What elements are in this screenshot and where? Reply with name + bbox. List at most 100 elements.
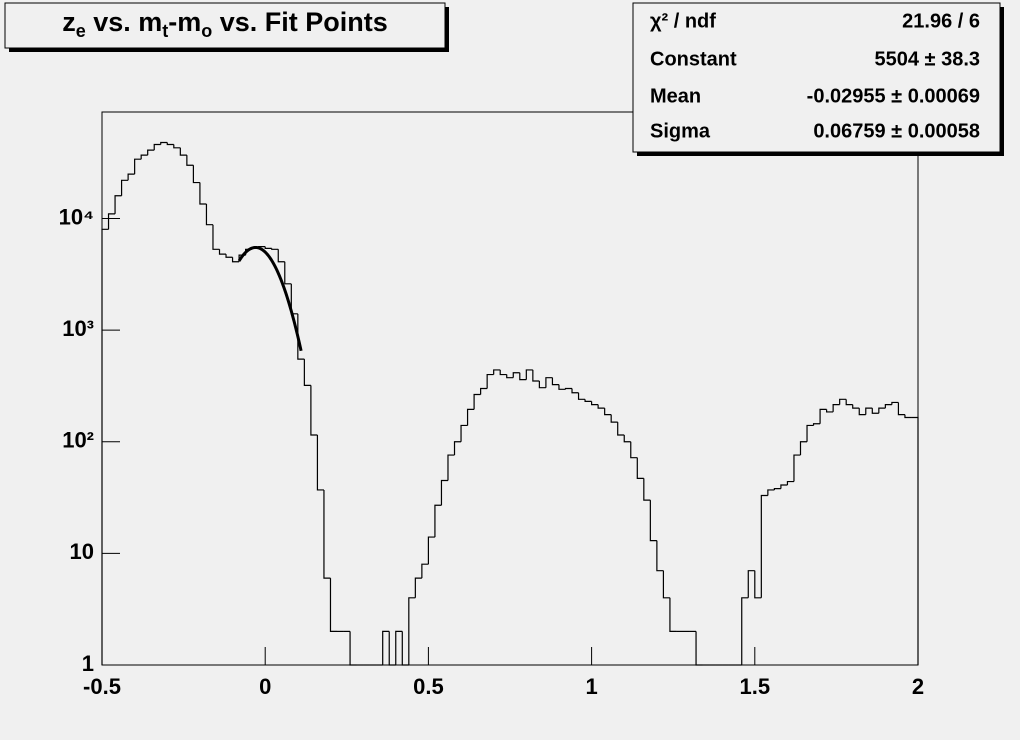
histogram-bin [617, 422, 625, 436]
histogram-bin [310, 385, 318, 436]
stats-name: χ² / ndf [650, 10, 716, 32]
histogram-bin [421, 563, 429, 579]
histogram-bin [760, 494, 768, 598]
histogram-bin [577, 392, 586, 400]
histogram-bin [819, 408, 827, 424]
histogram-bin [812, 423, 821, 426]
histogram-bin [440, 479, 448, 506]
histogram-bin [747, 570, 755, 598]
histogram-bin [205, 203, 213, 226]
histogram-bin [786, 480, 794, 485]
histogram-bin [218, 249, 227, 255]
histogram-bin [120, 179, 129, 196]
histogram-bin [826, 409, 834, 413]
histogram-bin [839, 398, 847, 405]
histogram-bin [858, 408, 866, 416]
histogram-bin [349, 631, 357, 666]
histogram-bin [669, 597, 677, 632]
histogram-bin [630, 441, 638, 459]
histogram-bin [532, 369, 540, 382]
histogram-bin [695, 631, 703, 666]
histogram-bin [147, 149, 155, 156]
histogram-bin [480, 387, 488, 395]
histogram-bin [434, 504, 442, 538]
histogram-bin [173, 144, 181, 149]
histogram-bin [656, 540, 664, 572]
histogram-bin [806, 424, 814, 442]
histogram-bin [225, 254, 233, 258]
histogram-bin [297, 313, 305, 360]
histogram-bin [564, 387, 573, 390]
histogram-bin [303, 359, 311, 386]
histogram-bin [323, 489, 331, 579]
histogram-bin [160, 141, 168, 145]
histogram-bin [316, 434, 324, 491]
histogram-bin [878, 407, 886, 414]
histogram-bin [911, 416, 919, 665]
histogram-bin [401, 631, 409, 666]
histogram-bin [199, 182, 207, 205]
histogram-bin [212, 224, 220, 250]
histogram-bin [107, 213, 116, 230]
histogram-bin [414, 577, 422, 598]
histogram-bin [884, 404, 892, 409]
stats-value: 21.96 / 6 [902, 10, 980, 32]
histogram-bin [506, 374, 514, 379]
title-text: -m [168, 7, 201, 37]
histogram-bin [382, 630, 390, 665]
plot-frame [101, 111, 919, 666]
y-tick-label: 10³ [62, 316, 94, 341]
title-subscript: o [201, 21, 212, 41]
title-subscript: t [162, 21, 168, 41]
histogram-bin [186, 155, 194, 166]
histogram-bin [192, 165, 200, 184]
histogram-bin [538, 381, 546, 389]
fit-curve [237, 245, 303, 352]
histogram-bin [904, 414, 912, 419]
histogram-bin [486, 373, 494, 389]
histogram-bin [277, 249, 285, 263]
title-text: vs. Fit Points [212, 7, 388, 37]
histogram-bin [799, 441, 808, 456]
histogram-bin [551, 377, 559, 386]
y-tick-label: 10² [62, 428, 94, 453]
y-tick-label: 1 [82, 651, 94, 676]
histogram-bin [610, 414, 618, 423]
histogram-bin [832, 404, 840, 412]
histogram-bin [284, 261, 292, 285]
histogram-bin [845, 399, 853, 406]
histogram-bin [545, 377, 553, 388]
histogram-bin [473, 393, 481, 410]
histogram-bin [388, 631, 396, 666]
histogram-bin [865, 407, 873, 415]
histogram-bin [571, 388, 579, 394]
histogram-bin [271, 248, 279, 250]
histogram-bin [166, 142, 174, 146]
y-tick-label: 10 [70, 539, 94, 564]
title-box [4, 2, 446, 49]
histogram-bin [558, 384, 566, 390]
stats-value: -0.02955 ± 0.00069 [807, 85, 980, 107]
histogram-bin [231, 257, 240, 263]
histogram-bin [871, 408, 879, 414]
chart-title: ze vs. mt-mo vs. Fit Points [62, 7, 388, 41]
histogram-bin [780, 484, 788, 489]
histogram-bin [741, 597, 749, 665]
stats-value: 0.06759 ± 0.00058 [813, 120, 980, 142]
x-tick-label: 0 [259, 674, 271, 699]
histogram-bin [519, 372, 527, 381]
stats-value: 5504 ± 38.3 [874, 48, 980, 70]
histogram-bin [499, 369, 507, 376]
x-tick-label: -0.5 [83, 674, 121, 699]
histogram-bin [264, 246, 272, 249]
histogram-bin [140, 154, 148, 160]
histogram-bin [114, 195, 122, 214]
histogram-bin [649, 500, 657, 542]
histogram-bin [493, 369, 501, 375]
x-tick-label: 2 [912, 674, 924, 699]
histogram-bin [466, 408, 475, 426]
histogram-bin [604, 408, 612, 416]
histogram-bin [793, 454, 801, 482]
